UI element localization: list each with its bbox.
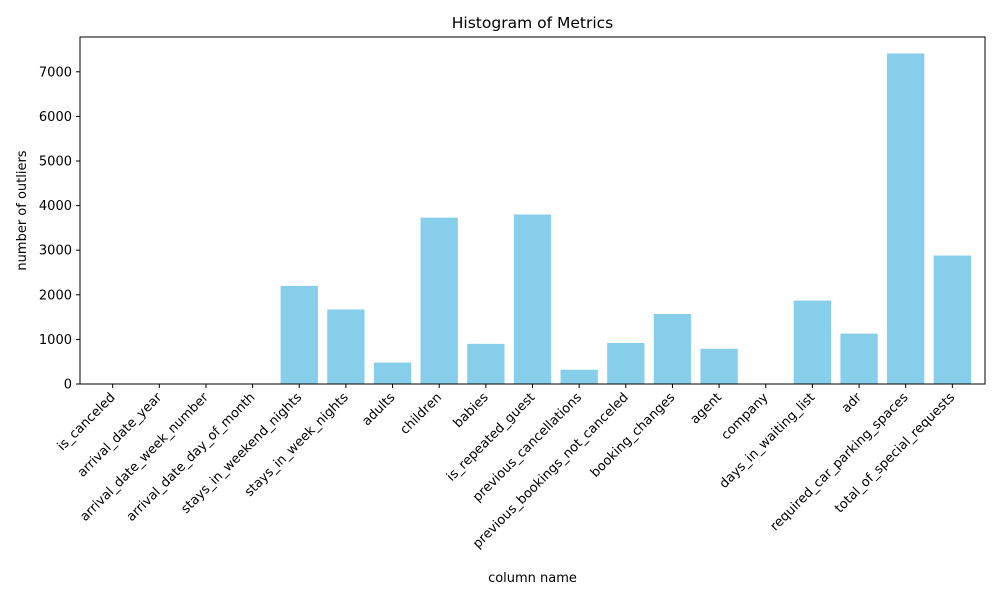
y-axis-ticks: 0 1000 2000 3000 4000 5000 6000 7000 — [39, 65, 80, 393]
plot-area-frame — [79, 36, 986, 385]
bar-adults — [373, 362, 412, 384]
y-tick-label: 0 — [64, 378, 72, 393]
bar-total_of_special_requests — [933, 255, 972, 384]
bars-group — [280, 53, 972, 385]
x-axis-label: column name — [488, 571, 577, 586]
x-tick-label: children — [398, 390, 445, 437]
y-tick-label: 3000 — [39, 244, 72, 259]
bar-stays_in_week_nights — [327, 309, 365, 384]
y-tick-label: 6000 — [39, 110, 72, 125]
bar-is_repeated_guest — [513, 214, 552, 384]
chart-title: Histogram of Metrics — [452, 14, 613, 32]
x-axis-ticks: is_canceledarrival_date_yeararrival_date… — [55, 384, 958, 552]
bar-children — [420, 217, 458, 384]
x-tick-label: adults — [360, 390, 399, 429]
y-axis-label: number of outliers — [15, 150, 30, 270]
bar-adr — [840, 333, 878, 384]
bar-agent — [700, 348, 738, 384]
bar-days_in_waiting_list — [793, 300, 832, 384]
y-tick-label: 2000 — [39, 288, 72, 303]
x-tick-label: days_in_waiting_list — [717, 390, 819, 492]
bar-previous_cancellations — [560, 369, 598, 384]
x-tick-label: is_repeated_guest — [444, 390, 538, 484]
bar-booking_changes — [653, 313, 692, 384]
x-tick-label: adr — [839, 390, 865, 416]
y-tick-label: 1000 — [39, 333, 72, 348]
x-tick-label: arrival_date_year — [75, 390, 166, 481]
x-tick-label: agent — [688, 390, 725, 427]
bar-babies — [467, 343, 505, 384]
bar-stays_in_weekend_nights — [280, 285, 318, 384]
bar-previous_bookings_not_canceled — [607, 342, 645, 384]
x-tick-label: booking_changes — [588, 390, 679, 481]
bar-required_car_parking_spaces — [887, 53, 925, 385]
y-tick-label: 7000 — [39, 65, 72, 80]
x-tick-label: babies — [451, 390, 492, 431]
y-tick-label: 4000 — [39, 199, 72, 214]
y-tick-label: 5000 — [39, 154, 72, 169]
